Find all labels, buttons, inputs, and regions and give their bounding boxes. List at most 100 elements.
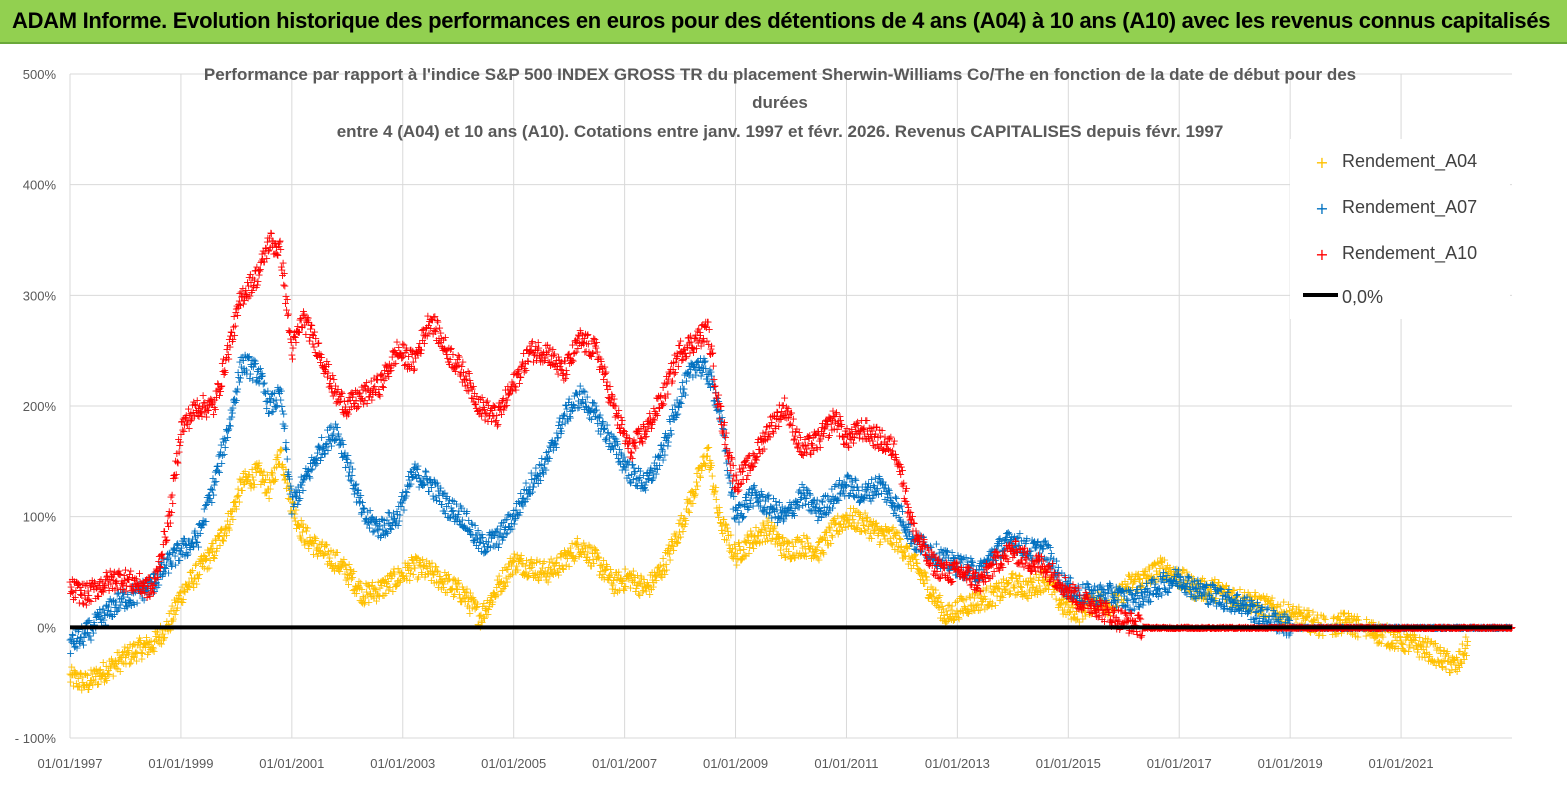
data-point: +: [101, 672, 110, 685]
data-point: +: [103, 668, 112, 681]
data-point: +: [355, 582, 364, 595]
data-point: +: [191, 557, 200, 570]
x-tick-label: 01/01/2007: [592, 756, 657, 771]
data-point: +: [337, 555, 346, 568]
data-point: +: [356, 594, 365, 607]
data-point: +: [170, 594, 179, 607]
data-point: +: [414, 570, 423, 583]
data-point: +: [285, 484, 294, 497]
data-point: +: [109, 657, 118, 670]
x-tick-label: 01/01/2013: [925, 756, 990, 771]
data-point: +: [88, 679, 97, 692]
data-point: +: [425, 557, 434, 570]
data-point: +: [169, 613, 178, 626]
data-point: +: [224, 522, 233, 535]
data-point: +: [232, 503, 241, 516]
data-point: +: [338, 558, 347, 571]
data-point: +: [227, 510, 236, 523]
data-point: +: [378, 574, 387, 587]
data-point: +: [215, 539, 224, 552]
data-point: +: [388, 585, 397, 598]
data-point: +: [71, 666, 80, 679]
data-point: +: [280, 473, 289, 486]
data-point: +: [181, 578, 190, 591]
data-point: +: [273, 451, 282, 464]
data-point: +: [315, 544, 324, 557]
data-point: +: [173, 602, 182, 615]
data-point: +: [100, 675, 109, 688]
data-point: +: [112, 662, 121, 675]
data-point: +: [142, 636, 151, 649]
data-point: +: [346, 563, 355, 576]
data-point: +: [239, 467, 248, 480]
data-point: +: [91, 670, 100, 683]
data-point: +: [348, 571, 357, 584]
data-point: +: [368, 589, 377, 602]
data-point: +: [246, 481, 255, 494]
data-point: +: [339, 553, 348, 566]
data-point: +: [120, 645, 129, 658]
data-point: +: [284, 481, 293, 494]
data-point: +: [84, 683, 93, 696]
data-point: +: [335, 565, 344, 578]
data-point: +: [235, 495, 244, 508]
data-point: +: [200, 561, 209, 574]
data-point: +: [299, 535, 308, 548]
data-point: +: [96, 673, 105, 686]
data-point: +: [260, 486, 269, 499]
data-point: +: [419, 561, 428, 574]
data-point: +: [99, 667, 108, 680]
data-point: +: [105, 668, 114, 681]
data-point: +: [65, 668, 74, 681]
data-point: +: [375, 590, 384, 603]
data-point: +: [342, 574, 351, 587]
data-point: +: [194, 555, 203, 568]
data-point: +: [187, 572, 196, 585]
data-point: +: [387, 567, 396, 580]
data-point: +: [85, 679, 94, 692]
data-point: +: [183, 583, 192, 596]
data-point: +: [220, 530, 229, 543]
data-point: +: [249, 480, 258, 493]
data-point: +: [210, 549, 219, 562]
data-point: +: [289, 501, 298, 514]
data-point: +: [386, 572, 395, 585]
data-point: +: [74, 672, 83, 685]
data-point: +: [417, 566, 426, 579]
data-point: +: [159, 633, 168, 646]
data-point: +: [433, 565, 442, 578]
data-point: +: [255, 465, 264, 478]
data-point: +: [423, 567, 432, 580]
data-point: +: [126, 656, 135, 669]
data-point: +: [384, 583, 393, 596]
data-point: +: [430, 565, 439, 578]
data-point: +: [82, 678, 91, 691]
data-point: +: [283, 477, 292, 490]
data-point: +: [71, 668, 80, 681]
data-point: +: [314, 547, 323, 560]
data-point: +: [189, 581, 198, 594]
data-point: +: [119, 648, 128, 661]
data-point: +: [176, 586, 185, 599]
data-point: +: [131, 646, 140, 659]
data-point: +: [135, 631, 144, 644]
data-point: +: [136, 634, 145, 647]
data-point: +: [162, 615, 171, 628]
data-point: +: [194, 572, 203, 585]
x-tick-label: 01/01/2005: [481, 756, 546, 771]
data-point: +: [247, 479, 256, 492]
data-point: +: [283, 453, 292, 466]
data-point: +: [374, 576, 383, 589]
data-point: +: [94, 678, 103, 691]
data-point: +: [281, 472, 290, 485]
data-point: +: [148, 644, 157, 657]
data-point: +: [86, 674, 95, 687]
data-point: +: [398, 569, 407, 582]
data-point: +: [361, 577, 370, 590]
data-point: +: [433, 564, 442, 577]
data-point: +: [284, 492, 293, 505]
data-point: +: [396, 566, 405, 579]
data-point: +: [380, 576, 389, 589]
data-point: +: [204, 546, 213, 559]
data-point: +: [302, 535, 311, 548]
